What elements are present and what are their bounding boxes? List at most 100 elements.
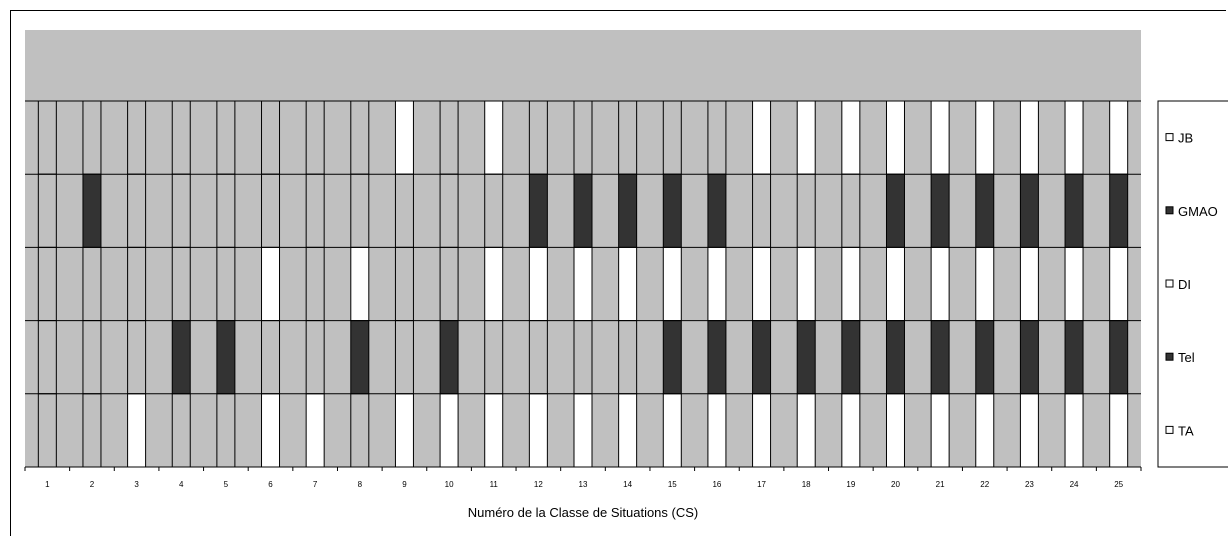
cell-di-cs18 xyxy=(796,246,816,322)
cell-di-cs3 xyxy=(127,246,147,322)
cell-jb-cs22 xyxy=(975,100,995,175)
cell-ta-cs3 xyxy=(127,393,147,468)
x-tick-label: 8 xyxy=(358,480,363,489)
cell-ta-cs20 xyxy=(885,393,905,468)
cell-tel-cs12 xyxy=(528,320,548,395)
cell-jb-cs5 xyxy=(216,100,236,175)
cell-jb-cs17 xyxy=(752,100,772,175)
x-tick-label: 17 xyxy=(757,480,766,489)
legend-swatch-ta xyxy=(1165,425,1174,434)
cell-ta-cs15 xyxy=(662,393,682,468)
cell-gmao-cs4 xyxy=(171,173,191,248)
legend-swatch-gmao xyxy=(1165,206,1174,215)
cell-ta-cs24 xyxy=(1064,393,1084,468)
cell-di-cs14 xyxy=(618,246,638,322)
x-tick-label: 2 xyxy=(90,480,95,489)
cell-di-cs20 xyxy=(885,246,905,322)
cell-tel-cs17 xyxy=(752,320,772,395)
cell-di-cs19 xyxy=(841,246,861,322)
cell-tel-cs14 xyxy=(618,320,638,395)
cell-di-cs9 xyxy=(394,246,414,322)
cell-jb-cs3 xyxy=(127,100,147,175)
cell-ta-cs14 xyxy=(618,393,638,468)
cell-tel-cs5 xyxy=(216,320,236,395)
cell-di-cs11 xyxy=(484,246,504,322)
cell-gmao-cs1 xyxy=(37,173,57,248)
cell-ta-cs22 xyxy=(975,393,995,468)
legend-swatch-jb xyxy=(1165,133,1174,142)
cell-tel-cs8 xyxy=(350,320,370,395)
cell-tel-cs21 xyxy=(930,320,950,395)
cell-gmao-cs10 xyxy=(439,173,459,248)
cell-jb-cs12 xyxy=(528,100,548,175)
cell-jb-cs18 xyxy=(796,100,816,175)
x-tick-label: 11 xyxy=(490,480,499,489)
cell-di-cs10 xyxy=(439,246,459,322)
cell-tel-cs24 xyxy=(1064,320,1084,395)
cell-ta-cs23 xyxy=(1019,393,1039,468)
cell-tel-cs9 xyxy=(394,320,414,395)
cell-ta-cs16 xyxy=(707,393,727,468)
cell-tel-cs2 xyxy=(82,320,102,395)
cell-jb-cs24 xyxy=(1064,100,1084,175)
x-tick-label: 18 xyxy=(802,480,811,489)
cell-ta-cs19 xyxy=(841,393,861,468)
cell-tel-cs4 xyxy=(171,320,191,395)
cell-gmao-cs25 xyxy=(1109,173,1129,248)
cell-di-cs13 xyxy=(573,246,593,322)
legend-label-jb: JB xyxy=(1178,131,1193,146)
cell-jb-cs20 xyxy=(885,100,905,175)
cell-gmao-cs8 xyxy=(350,173,370,248)
cell-jb-cs2 xyxy=(82,100,102,175)
x-tick-label: 16 xyxy=(712,480,721,489)
cell-di-cs5 xyxy=(216,246,236,322)
cell-tel-cs10 xyxy=(439,320,459,395)
cell-tel-cs13 xyxy=(573,320,593,395)
cell-di-cs16 xyxy=(707,246,727,322)
cell-ta-cs2 xyxy=(82,393,102,468)
cell-ta-cs25 xyxy=(1109,393,1129,468)
x-tick-label: 6 xyxy=(268,480,273,489)
cell-tel-cs25 xyxy=(1109,320,1129,395)
cell-di-cs6 xyxy=(261,246,281,322)
cell-tel-cs6 xyxy=(261,320,281,395)
cell-jb-cs25 xyxy=(1109,100,1129,175)
cell-gmao-cs14 xyxy=(618,173,638,248)
cell-jb-cs1 xyxy=(37,100,57,175)
chart-frame xyxy=(10,10,1226,536)
cell-gmao-cs12 xyxy=(528,173,548,248)
cell-gmao-cs21 xyxy=(930,173,950,248)
cell-ta-cs5 xyxy=(216,393,236,468)
cell-jb-cs6 xyxy=(261,100,281,175)
x-tick-label: 23 xyxy=(1025,480,1034,489)
cell-di-cs17 xyxy=(752,246,772,322)
cell-gmao-cs17 xyxy=(752,173,772,248)
legend-label-di: DI xyxy=(1178,277,1191,292)
cell-jb-cs4 xyxy=(171,100,191,175)
cell-di-cs8 xyxy=(350,246,370,322)
legend-group: JB GMAO DI Tel TA xyxy=(1165,131,1218,438)
x-tick-label: 9 xyxy=(402,480,407,489)
cell-jb-cs7 xyxy=(305,100,325,175)
cell-di-cs24 xyxy=(1064,246,1084,322)
cell-jb-cs15 xyxy=(662,100,682,175)
cell-ta-cs1 xyxy=(37,393,57,468)
cell-jb-cs9 xyxy=(394,100,414,175)
legend-label-gmao: GMAO xyxy=(1178,204,1218,219)
cell-ta-cs9 xyxy=(394,393,414,468)
x-tick-label: 19 xyxy=(846,480,855,489)
legend-swatch-di xyxy=(1165,279,1174,288)
cell-tel-cs7 xyxy=(305,320,325,395)
cell-gmao-cs18 xyxy=(796,173,816,248)
cell-ta-cs6 xyxy=(261,393,281,468)
cell-di-cs21 xyxy=(930,246,950,322)
cell-gmao-cs20 xyxy=(885,173,905,248)
cell-jb-cs8 xyxy=(350,100,370,175)
cell-di-cs4 xyxy=(171,246,191,322)
x-tick-label: 20 xyxy=(891,480,900,489)
cell-gmao-cs6 xyxy=(261,173,281,248)
legend-label-ta: TA xyxy=(1178,423,1194,438)
cell-ta-cs21 xyxy=(930,393,950,468)
cell-tel-cs18 xyxy=(796,320,816,395)
x-tick-label: 15 xyxy=(668,480,677,489)
